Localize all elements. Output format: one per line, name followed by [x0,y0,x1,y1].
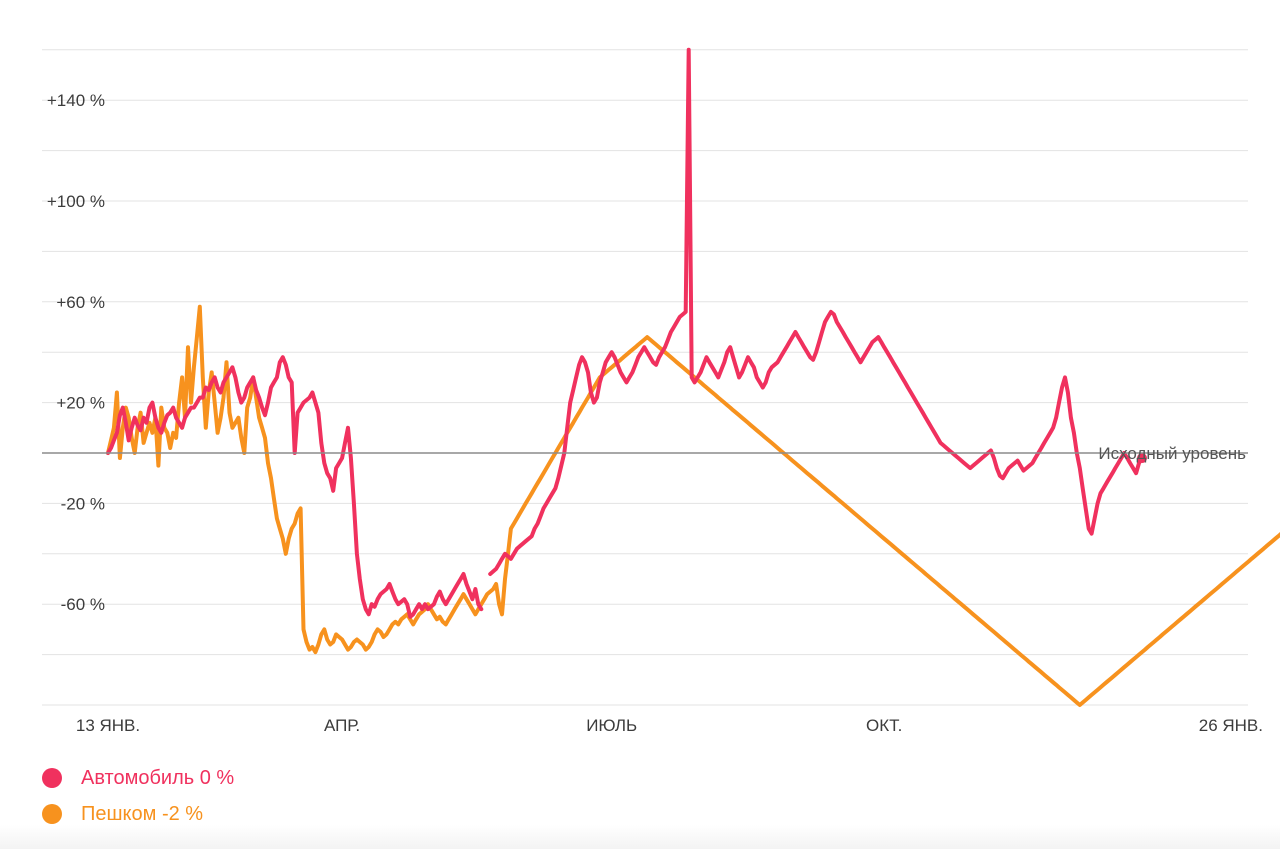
y-axis-ticks: +140 % +100 % +60 % +20 % -20 % -60 % [47,91,105,614]
legend-marker-car [42,768,62,788]
y-tick-label: +100 % [47,192,105,211]
y-tick-label: -20 % [61,494,105,513]
legend-marker-walking [42,804,62,824]
x-tick-label: ОКТ. [866,716,902,735]
legend-label-walking: Пешком -2 % [81,802,204,825]
y-tick-label: +20 % [56,394,105,413]
x-tick-label: АПР. [324,716,360,735]
series-end-marker-car [1137,453,1147,464]
baseline-label: Исходный уровень [1098,444,1246,463]
gridlines [42,49,1248,706]
y-tick-label: +60 % [56,293,105,312]
bottom-shade [0,825,1280,849]
baseline: Исходный уровень [42,444,1248,463]
legend-item-car: Автомобиль 0 % [42,760,234,796]
legend-item-walking: Пешком -2 % [42,796,234,832]
y-tick-label: -60 % [61,595,105,614]
legend: Автомобиль 0 % Пешком -2 % [42,760,234,832]
x-tick-label: ИЮЛЬ [586,716,637,735]
series-line-walking [106,304,1280,707]
series-lines [106,47,1280,707]
x-tick-label: 26 ЯНВ. [1199,716,1263,735]
series-line-car [106,47,1144,619]
x-axis-ticks: 13 ЯНВ. АПР. ИЮЛЬ ОКТ. 26 ЯНВ. [76,716,1263,735]
chart-canvas: +140 % +100 % +60 % +20 % -20 % -60 % 13 ЯНВ.… [42,47,1280,735]
x-tick-label: 13 ЯНВ. [76,716,140,735]
legend-label-car: Автомобиль 0 % [81,766,235,789]
y-tick-label: +140 % [47,91,105,110]
